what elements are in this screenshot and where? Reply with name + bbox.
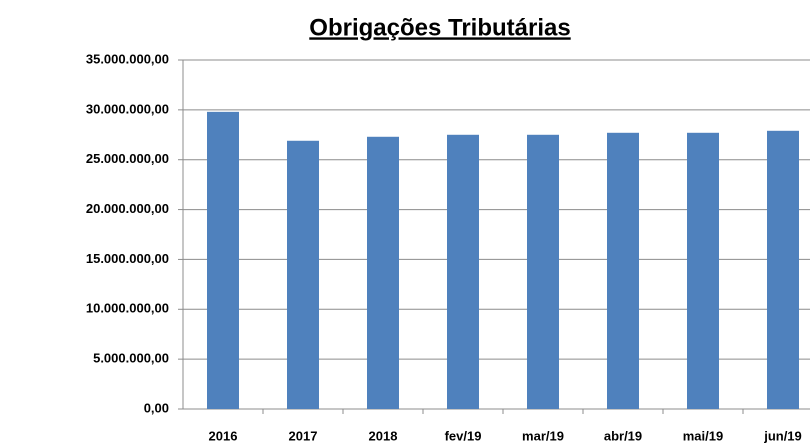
bar [607, 132, 639, 409]
bar [527, 134, 559, 410]
x-tick-label: abr/19 [604, 428, 642, 443]
y-tick-label: 20.000.000,00 [86, 201, 169, 216]
bar [367, 136, 399, 409]
chart-title: Obrigações Tributárias [309, 14, 570, 41]
y-tick-label: 25.000.000,00 [86, 151, 169, 166]
x-tick-label: fev/19 [445, 428, 482, 443]
x-tick-label: 2017 [289, 428, 318, 443]
x-tick-label: mar/19 [522, 428, 564, 443]
x-tick-label: mai/19 [683, 428, 723, 443]
bar [287, 140, 319, 410]
y-tick-label: 35.000.000,00 [86, 51, 169, 66]
y-tick-label: 0,00 [144, 400, 169, 415]
bar [207, 111, 239, 409]
x-tick-label: jun/19 [763, 428, 802, 443]
y-tick-label: 5.000.000,00 [93, 351, 169, 366]
bar [447, 134, 479, 410]
y-tick-label: 30.000.000,00 [86, 101, 169, 116]
x-tick-label: 2016 [209, 428, 238, 443]
y-tick-label: 15.000.000,00 [86, 251, 169, 266]
bar [687, 132, 719, 409]
x-tick-label: 2018 [369, 428, 398, 443]
bar [767, 130, 799, 409]
y-tick-label: 10.000.000,00 [86, 301, 169, 316]
